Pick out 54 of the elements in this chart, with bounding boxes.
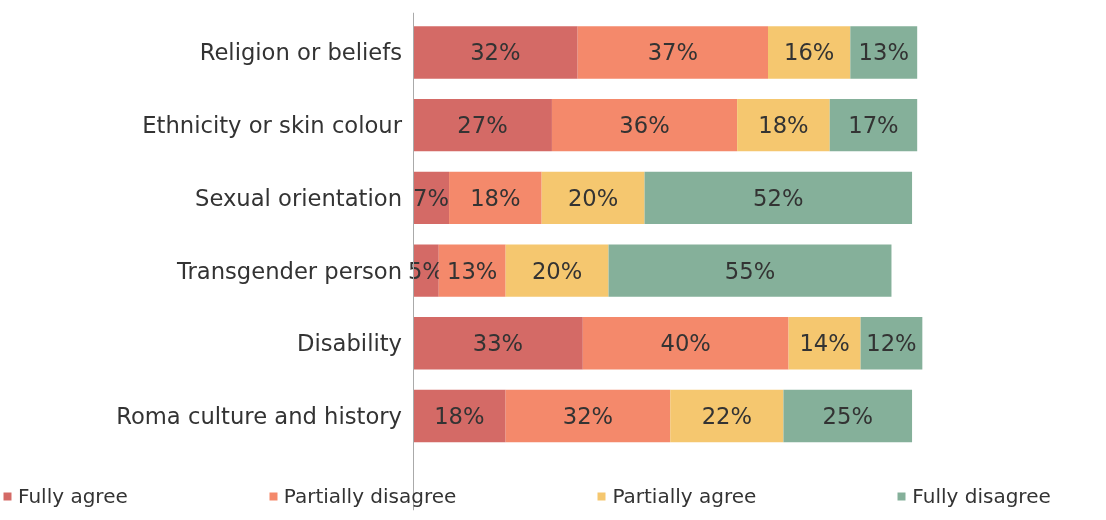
bar [577, 26, 768, 79]
bar [644, 171, 913, 225]
data-label: 18% [434, 402, 485, 429]
bar [670, 389, 784, 443]
bar [582, 317, 789, 370]
y-tick-label: Roma culture and history [116, 402, 403, 429]
data-label: 13% [858, 39, 909, 66]
bar [413, 99, 552, 152]
bar [413, 26, 578, 79]
bar [850, 26, 918, 79]
data-label: 13% [447, 257, 498, 284]
bar [551, 99, 738, 152]
legend-label: Partially disagree [283, 484, 457, 508]
data-label: 40% [660, 330, 711, 357]
bar [829, 99, 918, 152]
data-label: 55% [724, 257, 776, 284]
bar [541, 171, 645, 225]
bar [768, 26, 851, 79]
data-label: 17% [848, 112, 899, 139]
bar [608, 244, 892, 297]
y-tick-label: Ethnicity or skin colour [142, 112, 403, 139]
legend-label: Fully disagree [912, 484, 1051, 508]
data-label: 20% [531, 257, 583, 284]
bar [505, 244, 609, 297]
data-label: 37% [647, 39, 699, 66]
data-label: 20% [567, 184, 619, 211]
data-label: 27% [457, 112, 508, 139]
bar [788, 317, 861, 370]
data-label: 52% [753, 184, 804, 211]
data-label: 32% [470, 39, 521, 66]
data-label: 16% [783, 39, 835, 66]
bar [413, 317, 583, 370]
data-label: 18% [758, 112, 809, 139]
data-label: 22% [701, 402, 753, 429]
data-label: 7% [413, 184, 450, 211]
data-label: 25% [822, 402, 873, 429]
data-label: 36% [619, 112, 670, 139]
legend-label: Fully agree [18, 484, 128, 508]
bar [449, 171, 542, 225]
bar [413, 389, 506, 443]
data-label: 14% [799, 330, 850, 357]
bar [505, 389, 671, 443]
data-label: 18% [470, 184, 521, 211]
bar [438, 244, 506, 297]
data-label: 32% [562, 402, 614, 429]
legend-label: Partially agree [612, 484, 757, 508]
y-tick-label: Sexual orientation [195, 184, 403, 211]
data-label: 12% [866, 330, 917, 357]
y-tick-label: Transgender person [175, 257, 403, 284]
y-tick-label: Religion or beliefs [199, 39, 403, 66]
bar [783, 389, 913, 443]
data-label: 33% [472, 330, 524, 357]
bar [737, 99, 830, 152]
y-tick-label: Disability [297, 330, 403, 357]
